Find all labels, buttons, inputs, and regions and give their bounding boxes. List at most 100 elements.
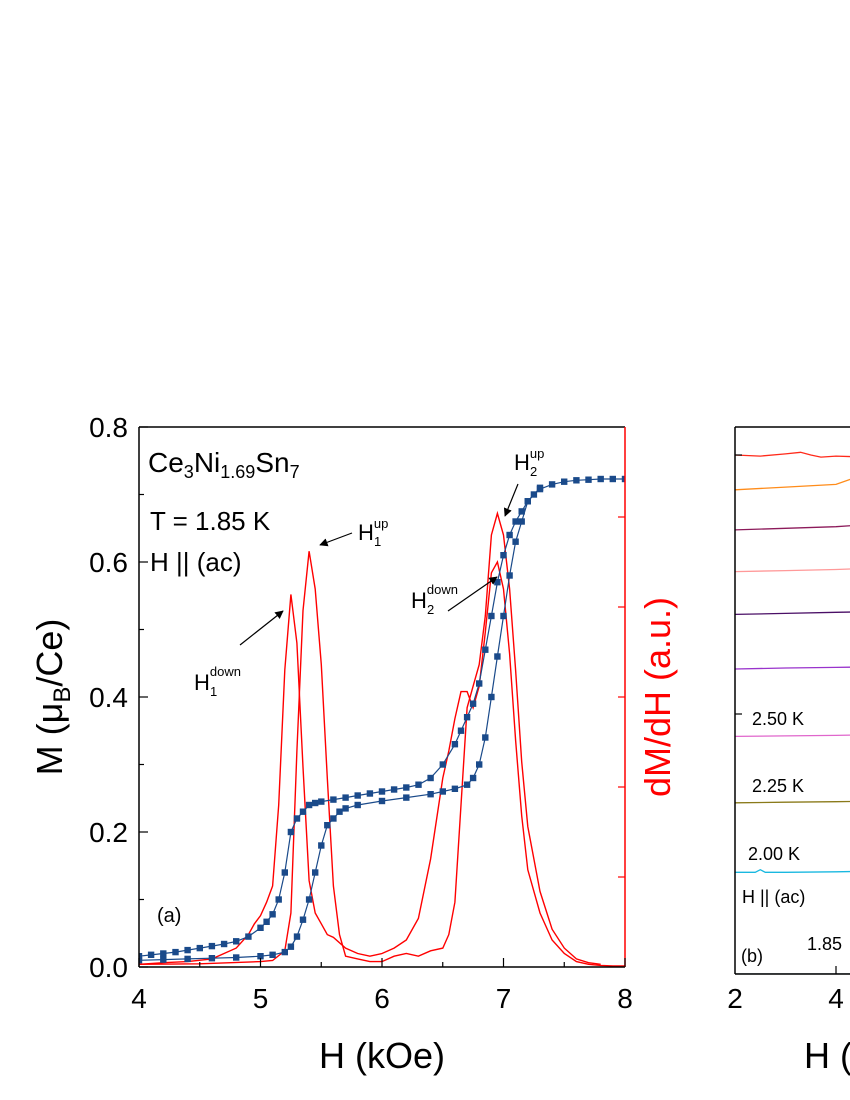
magnetization-point — [536, 484, 544, 491]
magnetization-point — [573, 477, 580, 484]
panel-a-ticks — [138, 426, 626, 968]
magnetization-point — [427, 791, 434, 798]
y-tick-label: 0.2 — [89, 817, 128, 848]
arrow-h2-up — [503, 483, 519, 517]
arrow-h1-up — [319, 532, 353, 547]
magnetization-point — [494, 653, 501, 660]
magnetization-point — [378, 797, 386, 805]
magnetization-point — [621, 475, 625, 483]
magnetization-point — [305, 896, 313, 903]
magnetization-point — [312, 869, 319, 876]
magnetization-point — [439, 788, 446, 795]
magnetization-point — [330, 815, 337, 822]
arrow-label-h1-down: Hdown 1 — [194, 664, 241, 699]
magnetization-point — [257, 924, 264, 931]
magnetization-point — [403, 784, 410, 791]
magnetization-point — [403, 794, 410, 801]
curve-label-2-25k: 2.25 K — [752, 776, 804, 796]
panel-b-curve — [735, 451, 850, 458]
x-tick-label: 4 — [131, 983, 147, 1014]
magnetization-point — [139, 953, 143, 960]
y-axis-label-left: M (μB/Ce) — [29, 619, 76, 776]
x-tick-label: 8 — [617, 983, 633, 1014]
y-tick-label: 0.0 — [89, 952, 128, 983]
x-tick-label: 6 — [374, 983, 390, 1014]
magnetization-point — [597, 475, 604, 483]
magnetization-point — [184, 955, 191, 963]
magnetization-point — [463, 714, 471, 721]
panel-b-x-tick-label: 2 — [727, 983, 743, 1014]
y-tick-label: 0.4 — [89, 682, 128, 713]
panel-a-curves — [139, 475, 625, 967]
panel-label-a: (a) — [157, 905, 181, 927]
magnetization-point — [469, 700, 477, 707]
magnetization-point — [439, 761, 446, 768]
magnetization-point — [451, 785, 459, 792]
magnetization-point — [330, 796, 337, 803]
magnetization-point — [318, 798, 325, 805]
magnetization-point — [196, 944, 203, 952]
magnetization-point — [293, 933, 301, 940]
panel-b-curve — [735, 666, 850, 670]
magnetization-point — [318, 842, 325, 849]
panel-b-plot-area — [735, 451, 850, 974]
x-axis-label: H (kOe) — [319, 1035, 445, 1076]
temperature-annotation: T = 1.85 K — [150, 506, 271, 536]
x-tick-labels: 4 5 6 7 8 — [131, 983, 633, 1014]
panel-b-x-tick-label: 4 — [828, 983, 844, 1014]
magnetization-point — [482, 646, 489, 653]
magnetization-point — [312, 799, 319, 807]
panel-label-b: (b) — [741, 946, 763, 966]
magnetization-point — [488, 612, 495, 620]
sample-formula: Ce3Ni1.69Sn7 — [148, 447, 300, 482]
magnetization-point — [342, 794, 349, 801]
magnetization-point — [585, 476, 592, 483]
arrow-h1-down — [239, 610, 284, 646]
magnetization-point — [518, 508, 525, 515]
magnetization-point — [139, 957, 143, 964]
magnetization-point — [354, 792, 361, 799]
magnetization-point — [269, 951, 276, 958]
panel-b-curves — [735, 451, 850, 974]
magnetization-point — [184, 946, 191, 954]
magnetization-point — [172, 948, 179, 956]
panel-a-plot-area — [139, 475, 625, 967]
magnetization-point — [512, 538, 519, 545]
panel-b-x-axis-label: H ( — [804, 1035, 850, 1076]
arrow-label-h1-up: Hup 1 — [358, 516, 388, 549]
magnetization-point — [275, 896, 282, 903]
magnetization-point — [494, 579, 501, 586]
y-tick-label: 0.6 — [89, 547, 128, 578]
magnetization-point — [233, 954, 240, 961]
magnetization-point — [147, 951, 155, 958]
magnetization-point — [378, 788, 386, 795]
magnetization-point — [500, 612, 507, 620]
magnetization-point — [208, 955, 216, 962]
magnetization-point — [299, 808, 307, 815]
curve-label-1-85: 1.85 — [807, 934, 842, 954]
magnetization-point — [476, 680, 483, 687]
y-axis-label-right: dM/dH (a.u.) — [637, 597, 678, 797]
dmdh-curve-up — [139, 510, 601, 965]
magnetization-point — [366, 790, 374, 797]
magnetization-point — [506, 572, 513, 579]
magnetization-point — [160, 950, 167, 957]
magnetization-point — [263, 918, 270, 925]
panel-b-curve — [735, 525, 850, 531]
magnetization-point — [281, 869, 288, 876]
panel-b-curve — [735, 568, 850, 573]
magnetization-point — [305, 801, 313, 809]
magnetization-point — [518, 518, 525, 525]
arrow-label-h2-up: Hup 2 — [514, 446, 544, 479]
magnetization-point — [281, 948, 288, 956]
magnetization-point — [476, 761, 483, 768]
magnetization-point — [506, 531, 513, 539]
magnetization-point — [390, 786, 398, 793]
magnetization-point — [336, 808, 343, 815]
magnetization-point — [245, 933, 252, 940]
panel-b-curve — [735, 478, 850, 491]
magnetization-point — [287, 828, 295, 836]
magnetization-point — [208, 942, 216, 950]
dmdh-curve-down — [139, 560, 625, 967]
